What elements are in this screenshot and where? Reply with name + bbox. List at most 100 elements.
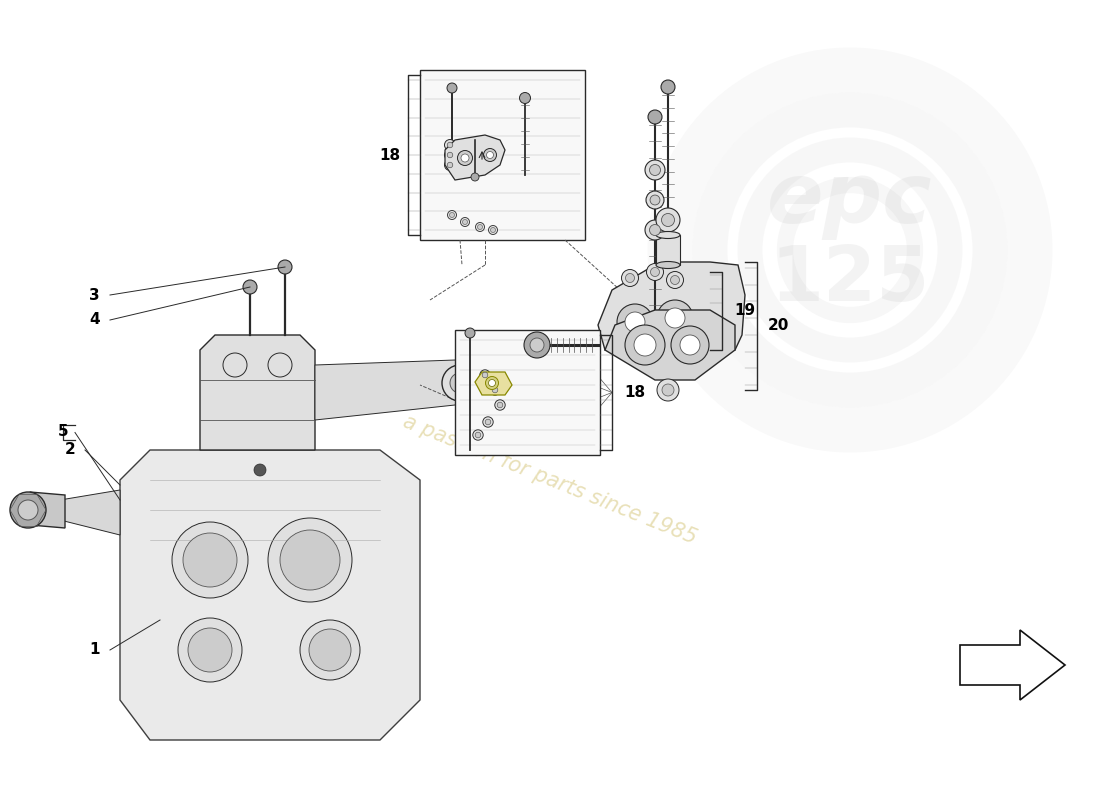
Text: 1: 1	[89, 642, 100, 658]
Circle shape	[662, 384, 674, 396]
Circle shape	[482, 372, 487, 378]
Circle shape	[524, 332, 550, 358]
Text: epc: epc	[768, 159, 933, 241]
Circle shape	[278, 260, 292, 274]
Circle shape	[477, 225, 483, 230]
Circle shape	[661, 80, 675, 94]
Circle shape	[172, 522, 248, 598]
Circle shape	[486, 151, 494, 158]
Circle shape	[485, 377, 498, 390]
Circle shape	[254, 464, 266, 476]
Circle shape	[448, 142, 453, 148]
Circle shape	[626, 274, 635, 282]
Circle shape	[450, 373, 470, 393]
Text: 5: 5	[57, 425, 68, 439]
Circle shape	[484, 149, 496, 162]
Circle shape	[450, 213, 454, 218]
Polygon shape	[598, 262, 745, 350]
Circle shape	[448, 152, 453, 158]
Circle shape	[648, 110, 662, 124]
Circle shape	[519, 93, 530, 103]
Circle shape	[671, 326, 710, 364]
Circle shape	[666, 308, 685, 328]
Circle shape	[188, 628, 232, 672]
Polygon shape	[446, 135, 505, 180]
Circle shape	[309, 629, 351, 671]
Circle shape	[480, 370, 491, 380]
Circle shape	[634, 334, 656, 356]
Text: 20: 20	[768, 318, 789, 334]
Circle shape	[650, 195, 660, 205]
Circle shape	[657, 300, 693, 336]
Circle shape	[661, 214, 674, 226]
Ellipse shape	[656, 231, 680, 238]
Circle shape	[461, 218, 470, 226]
Circle shape	[645, 160, 665, 180]
Polygon shape	[30, 492, 65, 528]
Circle shape	[465, 328, 475, 338]
Text: 125: 125	[770, 243, 930, 317]
Polygon shape	[200, 335, 315, 450]
Circle shape	[471, 173, 478, 181]
Circle shape	[485, 419, 491, 425]
Circle shape	[646, 191, 664, 209]
Circle shape	[488, 226, 497, 234]
Circle shape	[488, 379, 495, 386]
Circle shape	[268, 353, 292, 377]
Text: 3: 3	[89, 287, 100, 302]
Circle shape	[243, 280, 257, 294]
Polygon shape	[605, 285, 705, 350]
Polygon shape	[475, 372, 512, 395]
Text: 18: 18	[379, 147, 400, 162]
Circle shape	[625, 325, 666, 365]
Polygon shape	[960, 630, 1065, 700]
Circle shape	[223, 353, 248, 377]
Polygon shape	[656, 235, 680, 265]
Circle shape	[268, 518, 352, 602]
Circle shape	[530, 338, 544, 352]
Circle shape	[649, 225, 660, 235]
Ellipse shape	[656, 262, 680, 269]
Circle shape	[667, 271, 683, 289]
Circle shape	[442, 365, 478, 401]
Circle shape	[462, 219, 468, 225]
Circle shape	[492, 387, 498, 393]
Circle shape	[497, 402, 503, 408]
Text: 4: 4	[89, 313, 100, 327]
Circle shape	[649, 165, 660, 175]
Circle shape	[178, 618, 242, 682]
Circle shape	[280, 530, 340, 590]
Circle shape	[448, 210, 456, 219]
Text: 18: 18	[625, 385, 646, 400]
FancyBboxPatch shape	[420, 70, 585, 240]
Circle shape	[10, 492, 46, 528]
Circle shape	[458, 150, 473, 166]
Circle shape	[491, 227, 495, 233]
Text: 2: 2	[64, 442, 75, 458]
Circle shape	[495, 400, 505, 410]
Circle shape	[490, 385, 500, 395]
Circle shape	[617, 304, 653, 340]
Circle shape	[625, 312, 645, 332]
Polygon shape	[315, 360, 465, 420]
Circle shape	[183, 533, 236, 587]
Circle shape	[444, 139, 455, 150]
Circle shape	[483, 417, 493, 427]
Circle shape	[650, 267, 660, 277]
Circle shape	[656, 208, 680, 232]
Circle shape	[444, 150, 455, 161]
Polygon shape	[120, 450, 420, 740]
FancyBboxPatch shape	[455, 330, 600, 455]
Text: a passion for parts since 1985: a passion for parts since 1985	[400, 412, 700, 548]
Circle shape	[18, 500, 38, 520]
Text: 19: 19	[735, 303, 756, 318]
Circle shape	[448, 162, 453, 168]
Circle shape	[680, 335, 700, 355]
Circle shape	[645, 220, 665, 240]
Circle shape	[300, 620, 360, 680]
Circle shape	[447, 83, 456, 93]
Polygon shape	[605, 310, 735, 380]
Circle shape	[475, 222, 484, 231]
Polygon shape	[60, 490, 120, 535]
Circle shape	[444, 159, 455, 170]
